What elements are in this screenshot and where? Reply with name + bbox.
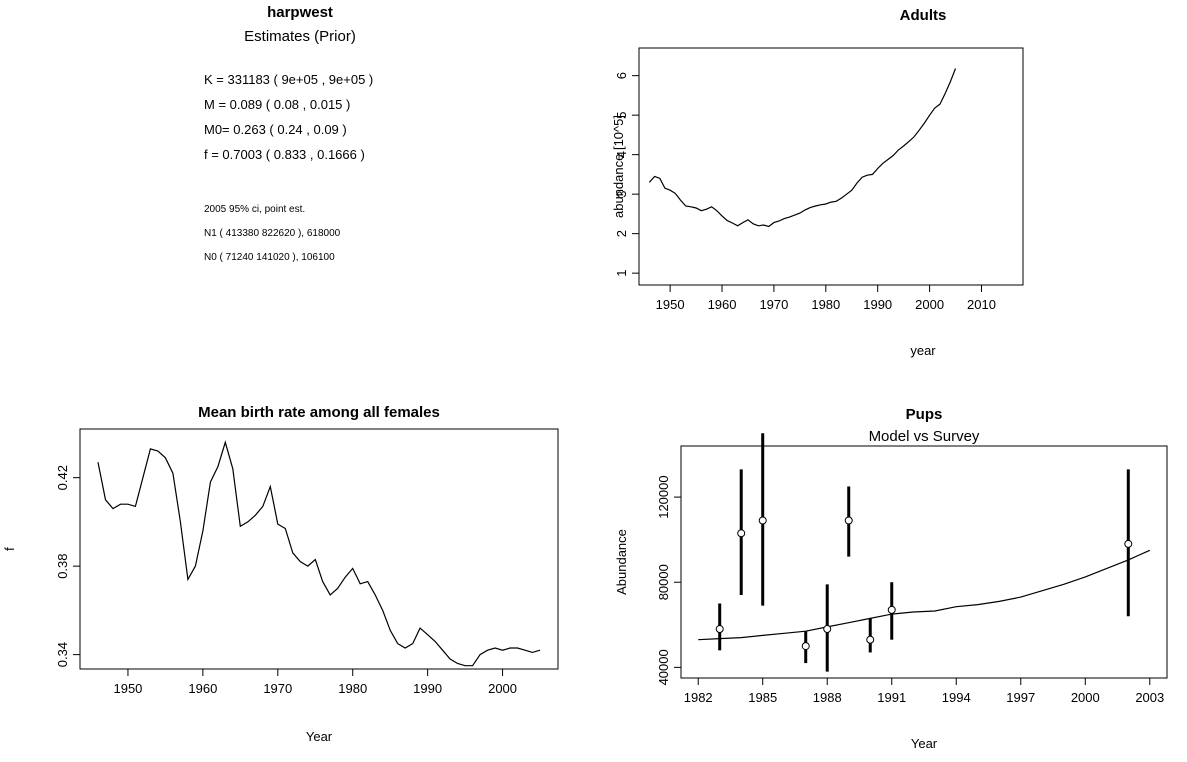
x-tick-label: 1980 bbox=[338, 681, 367, 696]
param-f: f = 0.7003 ( 0.833 , 0.1666 ) bbox=[204, 147, 365, 162]
x-tick-label: 1994 bbox=[942, 690, 971, 705]
x-tick-label: 1982 bbox=[684, 690, 713, 705]
survey-point bbox=[866, 635, 875, 644]
survey-point bbox=[887, 605, 896, 614]
y-tick-label: 0.38 bbox=[55, 553, 70, 578]
survey-point bbox=[737, 529, 746, 538]
survey-point bbox=[801, 642, 810, 651]
chart-subtitle: Model vs Survey bbox=[869, 428, 980, 445]
y-tick-label: 80000 bbox=[656, 564, 671, 600]
x-tick-label: 1970 bbox=[263, 681, 292, 696]
survey-point bbox=[1124, 539, 1133, 548]
y-tick-label: 5 bbox=[614, 112, 629, 119]
y-tick-label: 3 bbox=[614, 191, 629, 198]
param-m: M = 0.089 ( 0.08 , 0.015 ) bbox=[204, 97, 351, 112]
series-line bbox=[648, 68, 957, 228]
plot-frame bbox=[680, 445, 1168, 679]
survey-point bbox=[844, 516, 853, 525]
y-tick-label: 120000 bbox=[656, 475, 671, 518]
x-tick-label: 2000 bbox=[915, 297, 944, 312]
x-tick-label: 1988 bbox=[813, 690, 842, 705]
y-axis-label: f bbox=[2, 547, 17, 551]
x-axis: 1950 1960 1970 1980 1990 2000 bbox=[113, 668, 517, 696]
ci-n1: N1 ( 413380 822620 ), 618000 bbox=[204, 228, 341, 239]
x-tick-label: 1980 bbox=[811, 297, 840, 312]
info-title: harpwest bbox=[267, 4, 333, 21]
info-panel: harpwest Estimates (Prior) K = 331183 ( … bbox=[0, 0, 600, 300]
param-k: K = 331183 ( 9e+05 , 9e+05 ) bbox=[204, 72, 374, 87]
x-axis: 1950 1960 1970 1980 1990 2000 2010 bbox=[656, 284, 996, 312]
chart-title: Adults bbox=[900, 7, 947, 24]
plot-frame bbox=[79, 428, 559, 670]
x-tick-label: 1950 bbox=[656, 297, 685, 312]
param-list: K = 331183 ( 9e+05 , 9e+05 ) M = 0.089 (… bbox=[204, 67, 373, 167]
chart-title: Pups bbox=[906, 406, 943, 423]
survey-point bbox=[758, 516, 767, 525]
x-axis-label: Year bbox=[911, 736, 938, 751]
ci-list: 2005 95% ci, point est. N1 ( 413380 8226… bbox=[204, 198, 340, 270]
survey-point bbox=[715, 625, 724, 634]
x-tick-label: 2000 bbox=[488, 681, 517, 696]
y-axis: 1 2 3 4 5 6 bbox=[614, 72, 640, 277]
series-line bbox=[97, 440, 541, 667]
y-tick-label: 2 bbox=[614, 230, 629, 237]
x-tick-label: 1990 bbox=[863, 297, 892, 312]
param-m0: M0= 0.263 ( 0.24 , 0.09 ) bbox=[204, 122, 347, 137]
x-tick-label: 1960 bbox=[188, 681, 217, 696]
chart-title: Mean birth rate among all females bbox=[198, 404, 440, 421]
x-tick-label: 2003 bbox=[1135, 690, 1164, 705]
y-tick-label: 6 bbox=[614, 72, 629, 79]
y-axis-label: Abundance bbox=[614, 529, 629, 595]
ci-header: 2005 95% ci, point est. bbox=[204, 204, 306, 215]
y-tick-label: 40000 bbox=[656, 649, 671, 685]
x-axis: 1982 1985 1988 1991 1994 1997 2000 2003 bbox=[684, 677, 1164, 705]
y-axis: 0.34 0.38 0.42 bbox=[55, 465, 81, 667]
x-tick-label: 1991 bbox=[877, 690, 906, 705]
x-axis-label: Year bbox=[306, 729, 333, 744]
x-axis-label: year bbox=[910, 343, 936, 358]
x-tick-label: 2010 bbox=[967, 297, 996, 312]
x-tick-label: 1960 bbox=[708, 297, 737, 312]
birthrate-chart: Mean birth rate among all females 1950 196… bbox=[2, 404, 559, 744]
x-tick-label: 1990 bbox=[413, 681, 442, 696]
x-tick-label: 1985 bbox=[748, 690, 777, 705]
series-line bbox=[698, 549, 1151, 641]
y-tick-label: 0.42 bbox=[55, 465, 70, 490]
plot-frame bbox=[638, 47, 1024, 286]
info-subtitle: Estimates (Prior) bbox=[244, 28, 356, 45]
y-axis-label: abundance [10^5] bbox=[611, 115, 626, 218]
x-tick-label: 2000 bbox=[1071, 690, 1100, 705]
x-tick-label: 1970 bbox=[759, 297, 788, 312]
y-axis: 40000 80000 120000 bbox=[656, 475, 682, 685]
y-tick-label: 4 bbox=[614, 151, 629, 158]
survey-point bbox=[823, 625, 832, 634]
adults-chart: Adults 1950 1960 1970 1980 1990 2000 2010 year 1 2… bbox=[611, 7, 1024, 358]
ci-n0: N0 ( 71240 141020 ), 106100 bbox=[204, 252, 335, 263]
x-tick-label: 1950 bbox=[113, 681, 142, 696]
x-tick-label: 1997 bbox=[1006, 690, 1035, 705]
y-tick-label: 1 bbox=[614, 270, 629, 277]
y-tick-label: 0.34 bbox=[55, 642, 70, 667]
